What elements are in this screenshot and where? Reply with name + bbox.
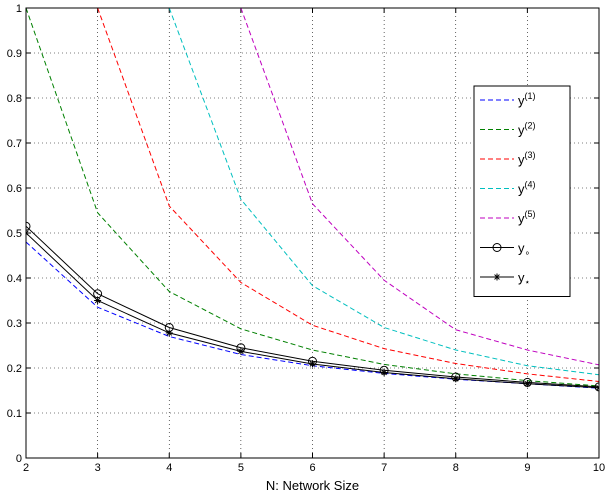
series-line bbox=[240, 8, 599, 366]
series-7 bbox=[26, 229, 599, 392]
star-marker bbox=[493, 273, 501, 281]
star-stroke bbox=[26, 232, 29, 236]
x-axis-label: N: Network Size bbox=[266, 478, 359, 493]
series-5 bbox=[240, 8, 599, 366]
star-stroke bbox=[596, 384, 599, 389]
star-marker bbox=[165, 329, 173, 337]
y-tick-label: 0.9 bbox=[7, 48, 22, 60]
circle-marker bbox=[492, 243, 502, 252]
star-stroke bbox=[94, 297, 101, 304]
y-tick-label: 1 bbox=[16, 3, 22, 15]
star-marker bbox=[94, 297, 102, 304]
x-tick-label: 9 bbox=[524, 462, 530, 474]
star-stroke bbox=[309, 361, 316, 367]
star-stroke bbox=[26, 230, 29, 234]
star-marker bbox=[26, 229, 30, 237]
star-stroke bbox=[238, 348, 244, 355]
circle-marker bbox=[26, 221, 31, 231]
series-3 bbox=[97, 8, 599, 382]
x-tick-label: 3 bbox=[95, 462, 101, 474]
star-marker bbox=[523, 380, 531, 388]
series-line bbox=[168, 8, 599, 376]
series-2 bbox=[26, 8, 599, 387]
y-tick-label: 0.7 bbox=[7, 138, 22, 150]
star-stroke bbox=[381, 369, 387, 376]
legend: y(1)y(2)y(3)y(4)y(5)y∘y⋆ bbox=[473, 85, 571, 297]
y-tick-label: 0.2 bbox=[7, 363, 22, 375]
star-stroke bbox=[524, 380, 531, 387]
star-stroke bbox=[494, 274, 500, 280]
tick-labels: 2 3 4 5 6 7 8 9 10 0 0.1 0.2 0.3 0.4 0.5 0.6 0.7 0.8 0.9 1 bbox=[7, 3, 605, 474]
x-tick-label: 2 bbox=[23, 462, 29, 474]
series-layer bbox=[26, 8, 599, 392]
x-tick-label: 8 bbox=[453, 462, 459, 474]
y-tick-label: 0.5 bbox=[7, 228, 22, 240]
star-stroke bbox=[166, 330, 173, 336]
y-tick-label: 0.4 bbox=[7, 273, 22, 285]
plot-frame bbox=[25, 7, 600, 459]
y-tick-label: 0.3 bbox=[7, 318, 22, 330]
x-tick-label: 5 bbox=[238, 462, 244, 474]
circle-marker bbox=[594, 382, 599, 392]
y-tick-label: 0.6 bbox=[7, 183, 22, 195]
star-marker bbox=[452, 375, 460, 383]
y-tick-label: 0.8 bbox=[7, 93, 22, 105]
legend-box bbox=[473, 85, 571, 297]
star-stroke bbox=[596, 387, 599, 391]
series-line bbox=[97, 8, 599, 382]
y-tick-label: 0 bbox=[16, 453, 22, 465]
star-marker bbox=[309, 360, 316, 368]
star-marker bbox=[595, 384, 599, 392]
x-tick-label: 10 bbox=[593, 462, 605, 474]
x-tick-label: 6 bbox=[309, 462, 315, 474]
star-marker bbox=[237, 347, 245, 355]
x-tick-label: 7 bbox=[381, 462, 387, 474]
y-tick-label: 0.1 bbox=[7, 408, 22, 420]
series-line bbox=[26, 8, 599, 387]
series-4 bbox=[168, 8, 599, 376]
x-tick-label: 4 bbox=[166, 462, 172, 474]
star-marker bbox=[380, 369, 388, 376]
star-stroke bbox=[452, 375, 459, 382]
